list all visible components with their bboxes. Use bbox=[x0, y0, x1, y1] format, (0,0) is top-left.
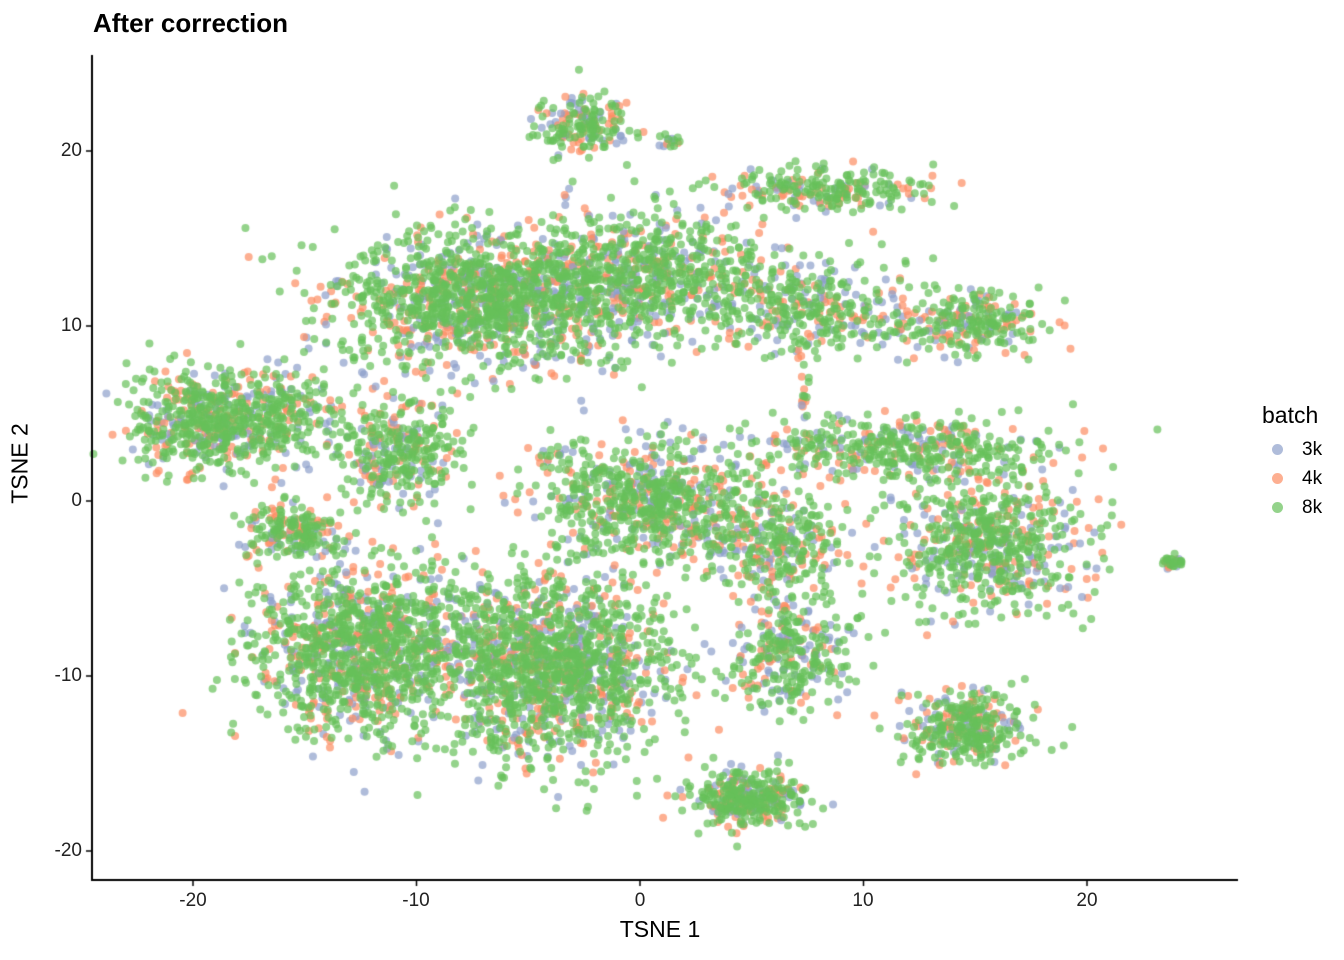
y-tick-label: 0 bbox=[71, 490, 82, 511]
legend-item-8k: 8k bbox=[1262, 493, 1322, 522]
y-tick-label: 20 bbox=[60, 140, 82, 161]
x-tick-label: -20 bbox=[179, 890, 207, 911]
legend: batch 3k 4k 8k bbox=[1262, 402, 1322, 522]
legend-label: 4k bbox=[1302, 467, 1323, 489]
legend-label: 8k bbox=[1302, 496, 1323, 518]
y-axis-label: TSNE 2 bbox=[6, 423, 33, 504]
y-tick-label: -10 bbox=[54, 665, 82, 686]
legend-item-4k: 4k bbox=[1262, 464, 1322, 493]
x-tick-label: 20 bbox=[1076, 890, 1098, 911]
legend-item-3k: 3k bbox=[1262, 435, 1322, 464]
x-axis-label: TSNE 1 bbox=[619, 916, 701, 942]
legend-dot-icon bbox=[1272, 502, 1283, 513]
legend-title: batch bbox=[1262, 402, 1319, 428]
x-tick-label: -10 bbox=[402, 890, 430, 911]
x-tick-label: 0 bbox=[634, 890, 646, 911]
legend-label: 3k bbox=[1302, 438, 1323, 460]
y-tick-label: -20 bbox=[54, 840, 82, 861]
x-tick-label: 10 bbox=[852, 890, 874, 911]
legend-dot-icon bbox=[1272, 473, 1283, 484]
legend-dot-icon bbox=[1272, 444, 1283, 455]
y-tick-label: 10 bbox=[60, 315, 82, 336]
